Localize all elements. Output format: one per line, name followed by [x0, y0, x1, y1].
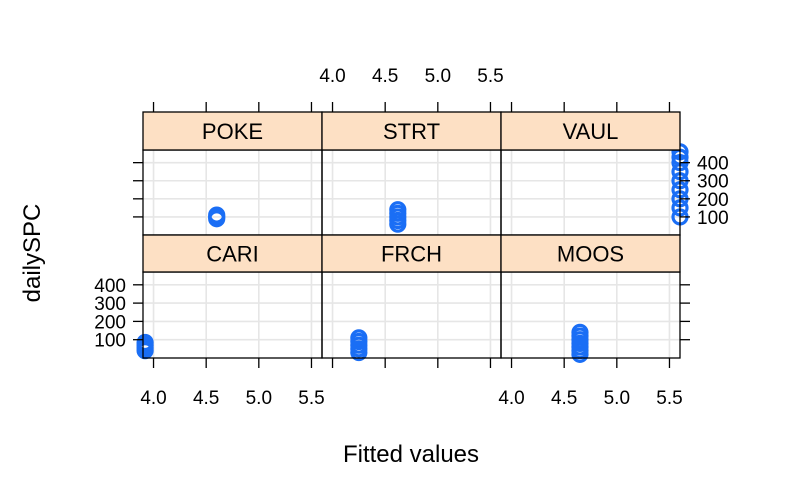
- tick-label: 300: [94, 294, 126, 315]
- tick-label: 200: [697, 190, 729, 211]
- strip-cari: [142, 234, 323, 273]
- data-point: [350, 329, 368, 347]
- strip-poke: [142, 111, 323, 151]
- strip-label: CARI: [206, 242, 259, 267]
- strip-label: FRCH: [381, 242, 442, 267]
- tick-label: 5.0: [604, 388, 630, 409]
- grid-layer: [143, 150, 680, 358]
- strip-label: STRT: [383, 119, 440, 144]
- tick-label: 4.5: [372, 66, 398, 87]
- tick-label: 100: [94, 331, 126, 352]
- tick-label: 5.0: [246, 388, 272, 409]
- strip-layer: POKE STRT VAUL CARI FRCH MOOS: [142, 111, 681, 273]
- strip-strt: [321, 111, 502, 151]
- tick-label: 4.5: [551, 388, 577, 409]
- tick-label: 4.5: [193, 388, 219, 409]
- tick-label: 300: [697, 172, 729, 193]
- tick-label: 4.0: [140, 388, 166, 409]
- strip-frch: [321, 234, 502, 273]
- data-point: [571, 323, 589, 341]
- strip-vaul: [500, 111, 681, 151]
- tick-label: 5.5: [298, 388, 324, 409]
- x-axis-label: Fitted values: [343, 441, 479, 468]
- data-point: [136, 333, 154, 352]
- y-axis-label: dailySPC: [19, 204, 46, 303]
- strip-moos: [500, 234, 681, 273]
- axis-layer: 4.0 4.5 5.0 5.5 4.0 4.5 5.0 5.54.0 4.5 5.0 5.51002…: [94, 66, 728, 409]
- tick-label: 5.5: [656, 388, 682, 409]
- strip-label: MOOS: [557, 242, 624, 267]
- strip-label: VAUL: [563, 119, 619, 144]
- tick-label: 400: [697, 154, 729, 175]
- strip-label: POKE: [202, 119, 263, 144]
- tick-label: 5.5: [477, 66, 503, 87]
- data-point: [389, 201, 407, 219]
- tick-label: 100: [697, 208, 729, 229]
- tick-label: 200: [94, 312, 126, 333]
- tick-label: 400: [94, 276, 126, 297]
- tick-label: 4.0: [498, 388, 524, 409]
- tick-label: 4.0: [319, 66, 345, 87]
- tick-label: 5.0: [425, 66, 451, 87]
- data-point: [208, 206, 226, 224]
